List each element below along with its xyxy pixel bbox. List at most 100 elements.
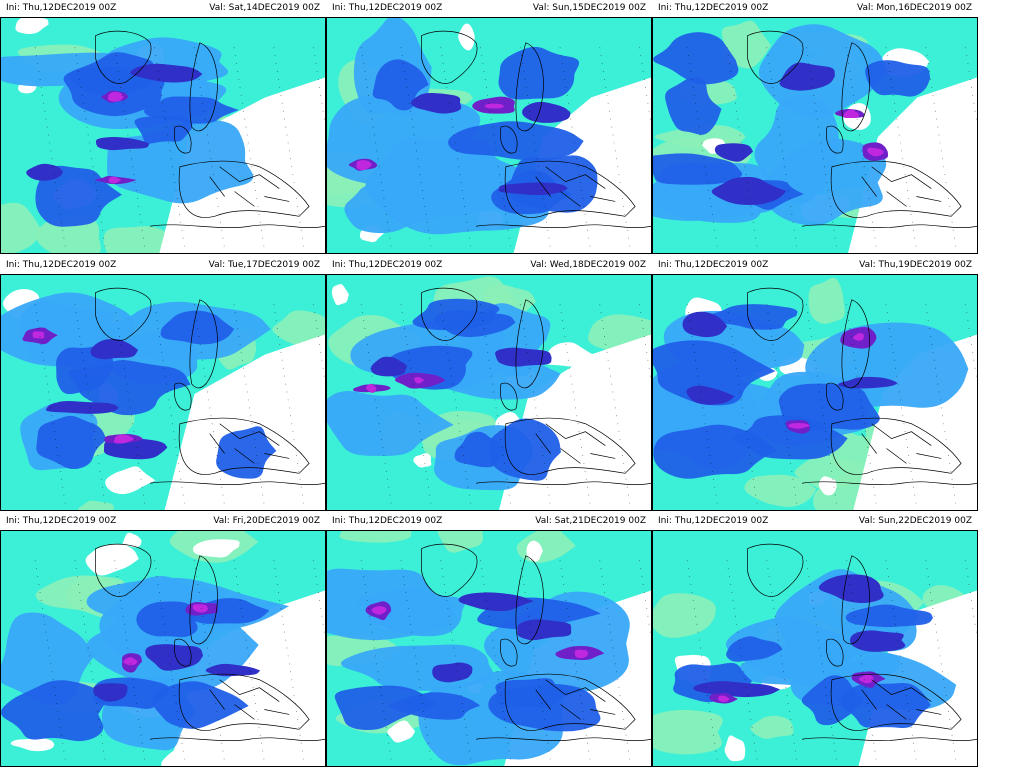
grid-dot bbox=[241, 615, 243, 617]
grid-dot bbox=[164, 375, 166, 377]
grid-dot bbox=[220, 734, 222, 736]
grid-dot bbox=[321, 102, 323, 104]
grid-dot bbox=[814, 102, 816, 104]
grid-dot bbox=[372, 126, 374, 128]
grid-dot bbox=[103, 750, 105, 752]
grid-dot bbox=[898, 134, 900, 136]
grid-dot bbox=[440, 560, 442, 562]
grid-dot bbox=[297, 462, 299, 464]
grid-dot bbox=[506, 734, 508, 736]
grid-dot bbox=[470, 245, 472, 247]
grid-dot bbox=[163, 110, 165, 112]
grid-dot bbox=[420, 695, 422, 697]
grid-dot bbox=[104, 502, 106, 504]
grid-dot bbox=[852, 94, 854, 96]
grid-dot bbox=[891, 343, 893, 345]
grid-dot bbox=[586, 742, 588, 744]
grid-dot bbox=[930, 78, 932, 80]
grid-dot bbox=[168, 142, 170, 144]
moderate-precip-area bbox=[107, 119, 254, 204]
grid-dot bbox=[508, 494, 510, 496]
grid-dot bbox=[321, 359, 323, 361]
grid-dot bbox=[195, 55, 196, 57]
grid-dot bbox=[575, 407, 577, 409]
grid-dot bbox=[182, 237, 184, 239]
grid-dot bbox=[697, 631, 699, 633]
grid-dot bbox=[543, 462, 545, 464]
grid-dot bbox=[949, 462, 951, 464]
grid-dot bbox=[274, 568, 276, 570]
grid-dot bbox=[698, 639, 700, 641]
grid-dot bbox=[181, 742, 183, 744]
grid-dot bbox=[773, 351, 775, 353]
grid-dot bbox=[691, 591, 693, 593]
grid-dot bbox=[709, 454, 711, 456]
grid-dot bbox=[540, 439, 542, 441]
grid-dot bbox=[378, 166, 380, 168]
grid-dot bbox=[371, 375, 373, 377]
europe-outline bbox=[830, 673, 962, 731]
grid-dot bbox=[793, 742, 795, 744]
grid-dot bbox=[697, 375, 699, 377]
grid-dot bbox=[496, 415, 498, 417]
grid-dot bbox=[744, 166, 746, 168]
grid-dot bbox=[519, 304, 521, 306]
grid-dot bbox=[314, 312, 316, 314]
grid-dot bbox=[464, 205, 466, 207]
grid-dot bbox=[743, 158, 745, 160]
grid-dot bbox=[707, 182, 709, 184]
very-heavy-precip-area bbox=[90, 338, 139, 360]
latlon-grid bbox=[34, 304, 325, 504]
grid-dot bbox=[114, 560, 116, 562]
grid-dot bbox=[163, 367, 165, 369]
grid-dot bbox=[203, 110, 205, 112]
forecast-panel: Ini: Thu,12DEC2019 00Z Val: Sun,15DEC201… bbox=[326, 0, 652, 255]
grid-dot bbox=[237, 71, 239, 73]
grid-dot bbox=[241, 102, 243, 104]
init-time-label: Ini: Thu,12DEC2019 00Z bbox=[332, 260, 443, 270]
grid-dot bbox=[410, 623, 412, 625]
grid-dot bbox=[790, 718, 792, 720]
grid-dot bbox=[569, 110, 571, 112]
grid-dot bbox=[259, 221, 261, 223]
grid-dot bbox=[323, 631, 325, 633]
grid-dot bbox=[291, 423, 293, 425]
grid-dot bbox=[695, 359, 697, 361]
grid-dot bbox=[579, 182, 581, 184]
grid-dot bbox=[950, 726, 952, 728]
grid-dot bbox=[869, 462, 871, 464]
grid-dot bbox=[582, 454, 584, 456]
grid-dot bbox=[601, 63, 603, 65]
grid-dot bbox=[536, 158, 538, 160]
grid-dot bbox=[814, 615, 816, 617]
grid-dot bbox=[870, 470, 872, 472]
grid-dot bbox=[730, 71, 732, 73]
grid-dot bbox=[928, 328, 930, 330]
grid-dot bbox=[892, 607, 894, 609]
grid-dot bbox=[611, 383, 613, 385]
grid-dot bbox=[579, 439, 581, 441]
grid-dot bbox=[972, 607, 974, 609]
grid-dot bbox=[239, 599, 241, 601]
grid-dot bbox=[284, 631, 286, 633]
grid-dot bbox=[621, 197, 623, 199]
grid-dot bbox=[199, 599, 201, 601]
very-heavy-precip-area bbox=[850, 630, 906, 652]
grid-dot bbox=[831, 213, 833, 215]
dry-area bbox=[85, 543, 139, 576]
very-heavy-precip-area bbox=[45, 401, 119, 414]
grid-dot bbox=[911, 734, 913, 736]
grid-dot bbox=[422, 447, 424, 449]
grid-dot bbox=[251, 166, 253, 168]
grid-dot bbox=[910, 470, 912, 472]
grid-dot bbox=[643, 591, 645, 593]
grid-dot bbox=[903, 166, 905, 168]
grid-dot bbox=[100, 734, 102, 736]
grid-dot bbox=[890, 335, 892, 337]
peak-precip-area bbox=[718, 695, 730, 702]
grid-dot bbox=[280, 94, 282, 96]
grid-dot bbox=[541, 190, 543, 192]
grid-dot bbox=[274, 312, 276, 314]
grid-dot bbox=[813, 351, 815, 353]
grid-dot bbox=[705, 687, 707, 689]
